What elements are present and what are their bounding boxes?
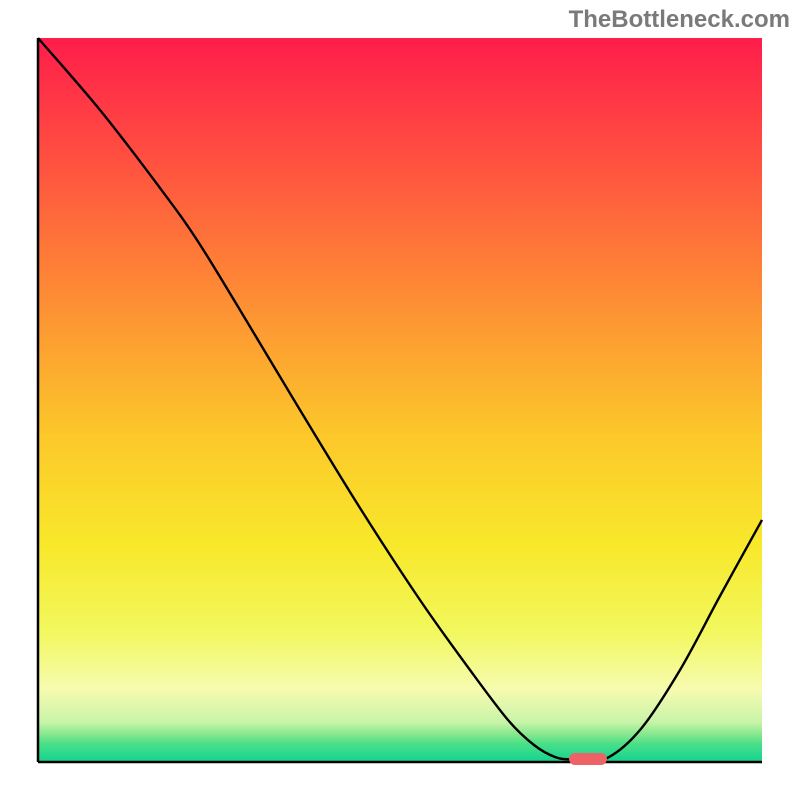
bottleneck-chart: TheBottleneck.com: [0, 0, 800, 800]
chart-svg: [0, 0, 800, 800]
watermark-text: TheBottleneck.com: [569, 6, 790, 34]
optimum-marker: [569, 753, 607, 765]
gradient-background: [38, 38, 762, 762]
